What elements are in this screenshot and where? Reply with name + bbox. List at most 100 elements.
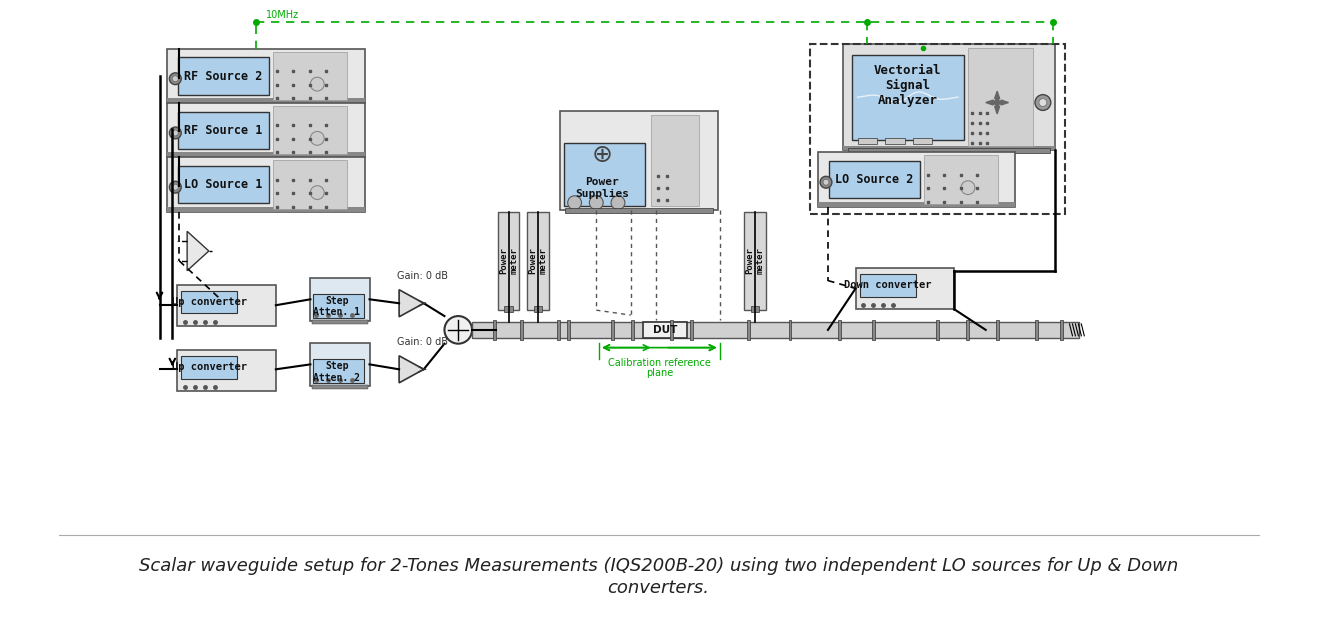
FancyBboxPatch shape	[313, 294, 363, 318]
FancyBboxPatch shape	[167, 103, 365, 157]
Bar	[996, 320, 998, 340]
Circle shape	[170, 181, 182, 193]
Bar	[936, 320, 939, 340]
Text: ⊕: ⊕	[591, 143, 612, 168]
Bar	[913, 137, 932, 144]
FancyBboxPatch shape	[852, 55, 964, 140]
FancyBboxPatch shape	[273, 106, 346, 154]
Text: Step
Atten. 1: Step Atten. 1	[313, 296, 361, 318]
FancyBboxPatch shape	[828, 161, 919, 198]
Bar	[167, 207, 365, 212]
FancyBboxPatch shape	[167, 157, 365, 212]
FancyBboxPatch shape	[313, 359, 363, 383]
FancyBboxPatch shape	[311, 343, 370, 386]
Bar	[557, 320, 560, 340]
Bar	[670, 320, 673, 340]
FancyBboxPatch shape	[311, 277, 370, 321]
Circle shape	[444, 316, 471, 343]
FancyBboxPatch shape	[273, 160, 346, 209]
FancyBboxPatch shape	[860, 274, 915, 297]
FancyBboxPatch shape	[178, 112, 269, 149]
Polygon shape	[399, 356, 424, 383]
Text: Calibration reference: Calibration reference	[608, 358, 711, 369]
Text: Step
Atten. 2: Step Atten. 2	[313, 361, 361, 383]
Bar	[167, 152, 365, 157]
Bar	[810, 44, 1064, 214]
Text: Scalar waveguide setup for 2-Tones Measurements (IQS200B-20) using two independe: Scalar waveguide setup for 2-Tones Measu…	[138, 557, 1177, 575]
Circle shape	[311, 186, 324, 200]
Bar	[471, 322, 1080, 338]
Circle shape	[173, 130, 178, 136]
Text: Power
meter: Power meter	[499, 247, 518, 274]
Circle shape	[590, 196, 603, 209]
Bar	[1035, 320, 1038, 340]
Circle shape	[170, 127, 182, 139]
Text: RF Source 1: RF Source 1	[184, 124, 263, 137]
Bar	[818, 202, 1015, 207]
Text: Power
Supplies: Power Supplies	[576, 177, 630, 199]
FancyBboxPatch shape	[273, 52, 346, 100]
Text: LO Source 2: LO Source 2	[835, 173, 914, 186]
Bar	[838, 320, 840, 340]
FancyBboxPatch shape	[182, 356, 237, 379]
Bar	[631, 320, 633, 340]
FancyBboxPatch shape	[178, 57, 269, 94]
Text: Down converter: Down converter	[844, 281, 931, 290]
Bar	[857, 137, 877, 144]
FancyBboxPatch shape	[923, 155, 997, 204]
Text: Power
meter: Power meter	[528, 247, 548, 274]
FancyBboxPatch shape	[560, 111, 718, 209]
Text: Up converter: Up converter	[171, 297, 246, 307]
Bar	[643, 322, 687, 338]
Circle shape	[823, 179, 828, 185]
FancyBboxPatch shape	[498, 212, 519, 310]
Bar	[690, 320, 693, 340]
Bar	[789, 320, 792, 340]
Bar	[312, 320, 367, 324]
Text: DUT: DUT	[653, 325, 677, 335]
Circle shape	[961, 181, 975, 195]
FancyBboxPatch shape	[968, 48, 1033, 146]
FancyArrow shape	[997, 100, 1009, 105]
Circle shape	[611, 196, 624, 209]
FancyBboxPatch shape	[178, 166, 269, 203]
Circle shape	[311, 77, 324, 91]
FancyArrow shape	[994, 91, 1000, 103]
FancyBboxPatch shape	[564, 143, 644, 205]
Text: Up converter: Up converter	[171, 362, 246, 372]
Bar	[520, 320, 523, 340]
FancyBboxPatch shape	[167, 49, 365, 103]
Polygon shape	[187, 231, 209, 271]
Bar	[885, 137, 905, 144]
FancyBboxPatch shape	[744, 212, 766, 310]
FancyBboxPatch shape	[182, 291, 237, 313]
Circle shape	[311, 132, 324, 145]
FancyArrow shape	[986, 100, 997, 105]
Polygon shape	[399, 290, 424, 317]
FancyBboxPatch shape	[652, 115, 698, 205]
Text: plane: plane	[645, 369, 673, 378]
Bar	[565, 207, 712, 213]
Circle shape	[1035, 94, 1051, 110]
Bar	[747, 320, 751, 340]
Bar	[1060, 320, 1063, 340]
Bar	[751, 306, 760, 312]
FancyBboxPatch shape	[178, 350, 275, 391]
Bar	[611, 320, 614, 340]
Bar	[167, 98, 365, 103]
Text: Vectorial
Signal
Analyzer: Vectorial Signal Analyzer	[874, 64, 942, 107]
Text: RF Source 2: RF Source 2	[184, 69, 263, 83]
Text: Power
meter: Power meter	[745, 247, 765, 274]
Circle shape	[173, 184, 178, 190]
FancyBboxPatch shape	[178, 284, 275, 326]
Circle shape	[170, 73, 182, 85]
FancyBboxPatch shape	[843, 44, 1055, 150]
Text: Gain: 0 dB: Gain: 0 dB	[398, 336, 448, 347]
Bar	[566, 320, 570, 340]
FancyBboxPatch shape	[818, 152, 1015, 207]
Text: Gain: 0 dB: Gain: 0 dB	[398, 271, 448, 281]
Bar	[504, 306, 512, 312]
Bar	[872, 320, 876, 340]
FancyBboxPatch shape	[527, 212, 549, 310]
Bar	[843, 146, 1055, 150]
